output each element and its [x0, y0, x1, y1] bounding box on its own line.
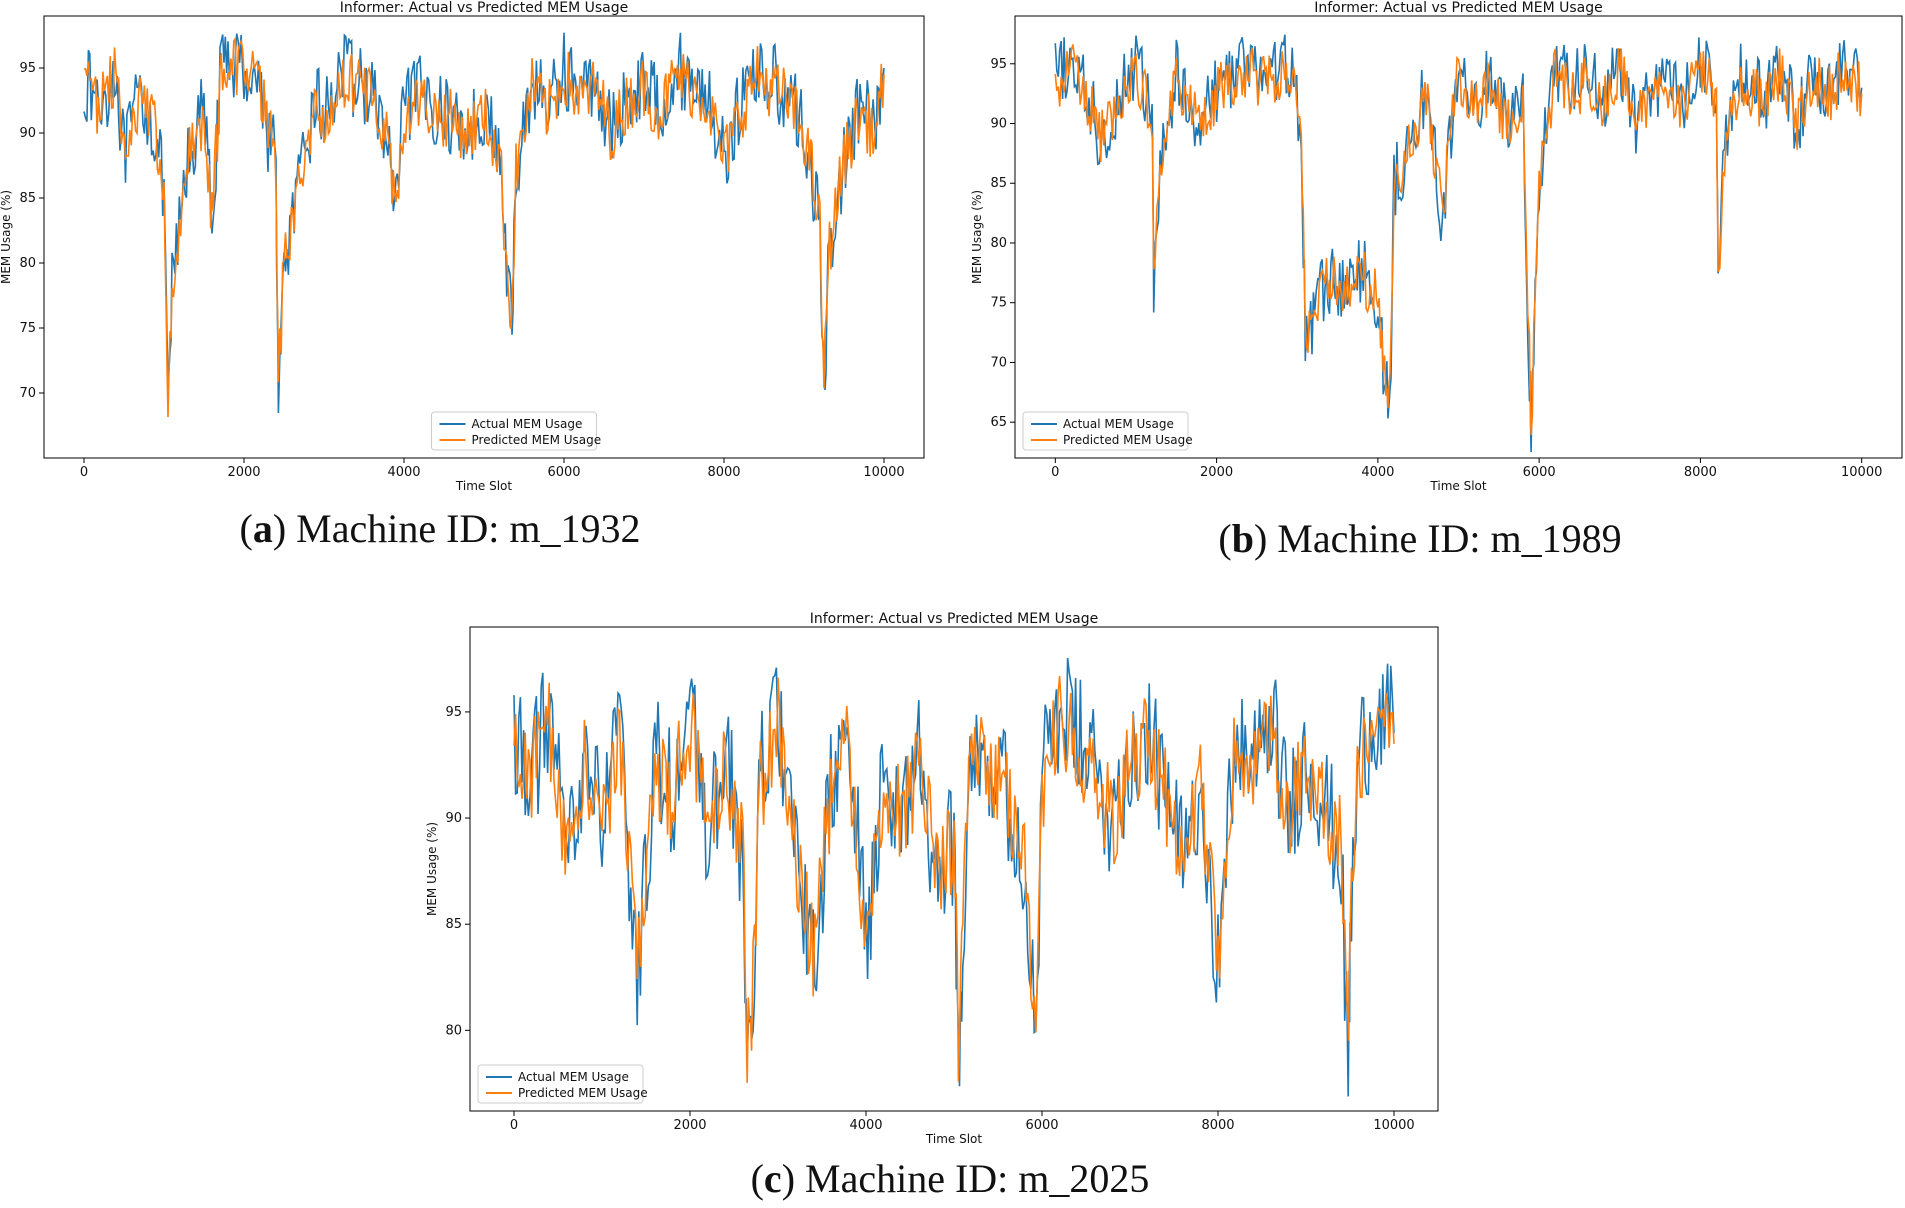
plot-frame	[43, 15, 925, 459]
chart-panel-c: Informer: Actual vs Predicted MEM Usage 0…	[410, 600, 1470, 1150]
x-tick-label: 8000	[1201, 1118, 1234, 1133]
x-tick-label: 10000	[863, 465, 904, 480]
y-tick-label: 75	[990, 296, 1007, 311]
x-tick-label: 2000	[673, 1118, 706, 1133]
chart-panel-a: Informer: Actual vs Predicted MEM Usage 0…	[0, 0, 930, 500]
caption-b-letter: b	[1231, 516, 1254, 561]
caption-a: (a) Machine ID: m_1932	[239, 506, 641, 551]
x-tick-label: 0	[1051, 465, 1059, 480]
y-tick-label: 80	[445, 1023, 462, 1038]
chart-title: Informer: Actual vs Predicted MEM Usage	[1314, 0, 1603, 16]
y-tick-label: 90	[990, 117, 1007, 132]
x-tick-label: 2000	[1200, 465, 1233, 480]
x-axis-label: Time Slot	[925, 1132, 982, 1146]
y-tick-label: 70	[19, 386, 36, 401]
plot-frame	[1014, 15, 1903, 459]
y-tick-label: 90	[19, 126, 36, 141]
y-tick-label: 75	[19, 321, 36, 336]
legend-actual-label: Actual MEM Usage	[472, 417, 583, 431]
series-predicted-line	[513, 676, 1395, 1083]
y-tick-label: 80	[990, 236, 1007, 251]
x-tick-label: 8000	[707, 465, 740, 480]
caption-c-letter: c	[763, 1156, 782, 1201]
legend-box	[477, 1064, 644, 1104]
x-axis-label: Time Slot	[1429, 479, 1486, 493]
series-predicted-line	[83, 36, 885, 418]
legend-actual-label: Actual MEM Usage	[1063, 417, 1174, 431]
x-tick-label: 0	[510, 1118, 518, 1133]
caption-b-text: ) Machine ID: m_1989	[1253, 516, 1622, 561]
y-tick-label: 85	[19, 191, 36, 206]
x-tick-label: 4000	[1361, 465, 1394, 480]
caption-c-text: ) Machine ID: m_2025	[781, 1156, 1150, 1201]
x-tick-label: 4000	[387, 465, 420, 480]
x-tick-label: 4000	[849, 1118, 882, 1133]
series-predicted-line	[1054, 44, 1863, 436]
chart-title: Informer: Actual vs Predicted MEM Usage	[340, 0, 629, 16]
x-tick-label: 8000	[1684, 465, 1717, 480]
caption-b: (b) Machine ID: m_1989	[1218, 516, 1622, 561]
legend-predicted-label: Predicted MEM Usage	[518, 1086, 648, 1100]
legend-box	[431, 411, 597, 451]
chart-c-svg: Informer: Actual vs Predicted MEM Usage 0…	[425, 611, 1439, 1146]
chart-title: Informer: Actual vs Predicted MEM Usage	[810, 611, 1099, 627]
caption-a-letter: a	[252, 506, 273, 551]
caption-c: (c) Machine ID: m_2025	[750, 1156, 1150, 1201]
y-tick-label: 95	[19, 61, 36, 76]
y-tick-label: 65	[990, 415, 1007, 430]
y-axis-label: MEM Usage (%)	[425, 822, 439, 916]
plot-frame	[469, 626, 1439, 1112]
y-tick-label: 85	[990, 176, 1007, 191]
caption-a-text: ) Machine ID: m_1932	[272, 506, 641, 551]
x-tick-label: 0	[80, 465, 88, 480]
chart-a-svg: Informer: Actual vs Predicted MEM Usage 0…	[0, 0, 925, 493]
y-tick-label: 70	[990, 355, 1007, 370]
legend-predicted-label: Predicted MEM Usage	[472, 433, 602, 447]
y-tick-label: 90	[445, 811, 462, 826]
y-tick-label: 85	[445, 917, 462, 932]
x-axis-label: Time Slot	[455, 479, 512, 493]
y-axis-label: MEM Usage (%)	[970, 190, 984, 284]
legend-box	[1022, 411, 1189, 451]
series-actual-line	[1054, 34, 1863, 453]
chart-b-svg: Informer: Actual vs Predicted MEM Usage 0…	[970, 0, 1903, 493]
series-actual-line	[83, 32, 885, 414]
x-tick-label: 10000	[1373, 1118, 1414, 1133]
y-tick-label: 95	[990, 57, 1007, 72]
y-tick-label: 95	[445, 705, 462, 720]
y-tick-label: 80	[19, 256, 36, 271]
chart-panel-b: Informer: Actual vs Predicted MEM Usage 0…	[970, 0, 1905, 500]
x-tick-label: 6000	[1025, 1118, 1058, 1133]
x-tick-label: 6000	[547, 465, 580, 480]
x-tick-label: 2000	[227, 465, 260, 480]
x-tick-label: 6000	[1523, 465, 1556, 480]
x-tick-label: 10000	[1841, 465, 1882, 480]
y-axis-label: MEM Usage (%)	[0, 190, 13, 284]
legend-predicted-label: Predicted MEM Usage	[1063, 433, 1193, 447]
legend-actual-label: Actual MEM Usage	[518, 1070, 629, 1084]
